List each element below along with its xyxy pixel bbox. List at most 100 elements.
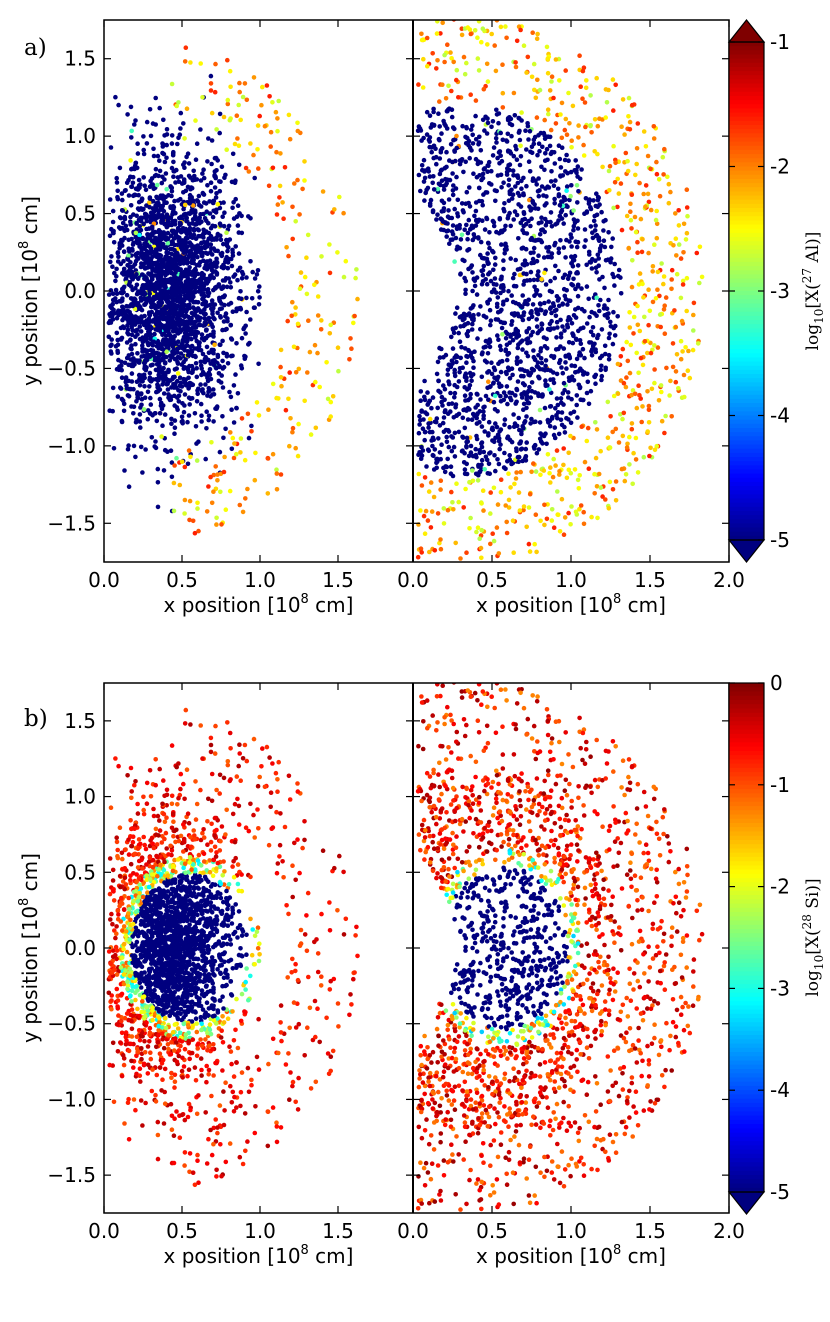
data-point xyxy=(498,427,504,432)
data-point xyxy=(168,310,174,315)
data-point xyxy=(549,518,555,523)
data-point xyxy=(536,193,542,199)
data-point xyxy=(443,464,449,469)
data-point xyxy=(575,200,580,205)
data-point xyxy=(581,521,587,527)
data-point xyxy=(233,372,238,377)
data-point xyxy=(447,382,452,387)
data-point xyxy=(531,461,536,466)
data-point xyxy=(586,296,591,302)
data-point xyxy=(229,263,235,269)
data-point xyxy=(542,300,547,306)
data-point xyxy=(133,341,138,347)
data-point xyxy=(467,227,473,232)
data-point xyxy=(146,260,151,265)
data-point xyxy=(441,506,447,511)
data-point xyxy=(204,426,209,431)
data-point xyxy=(246,342,251,347)
data-point xyxy=(473,98,479,103)
data-point xyxy=(341,210,346,216)
data-point xyxy=(684,205,690,210)
data-point xyxy=(655,269,661,275)
data-point xyxy=(502,417,508,422)
data-point xyxy=(211,246,217,251)
data-point xyxy=(500,332,505,337)
data-point xyxy=(499,307,504,313)
data-point xyxy=(290,204,295,210)
data-point xyxy=(530,256,536,262)
data-point xyxy=(124,292,130,298)
data-point xyxy=(542,203,548,208)
data-point xyxy=(328,399,334,405)
data-point xyxy=(260,84,265,90)
data-point xyxy=(145,389,151,395)
data-point xyxy=(583,124,588,130)
data-point xyxy=(542,216,548,222)
data-point xyxy=(114,180,120,185)
data-point xyxy=(214,272,220,277)
data-point xyxy=(491,145,497,150)
data-point xyxy=(522,301,527,307)
data-point xyxy=(634,161,639,167)
data-point xyxy=(240,94,246,100)
data-point xyxy=(107,197,113,202)
data-point xyxy=(542,270,547,276)
data-point xyxy=(427,144,433,150)
data-point xyxy=(494,112,500,117)
data-point xyxy=(536,269,541,274)
data-point xyxy=(558,417,564,423)
data-point xyxy=(592,228,598,233)
data-point xyxy=(557,529,563,534)
data-point xyxy=(169,421,174,427)
data-point xyxy=(514,386,519,392)
data-point xyxy=(564,288,569,293)
data-point xyxy=(163,333,169,339)
data-point xyxy=(353,275,358,281)
data-point xyxy=(175,371,181,376)
data-point xyxy=(302,159,307,164)
data-point xyxy=(582,244,587,249)
data-point xyxy=(290,299,295,305)
data-point xyxy=(484,281,490,287)
data-point xyxy=(529,260,534,266)
data-point xyxy=(425,402,431,407)
data-point xyxy=(459,32,465,38)
data-point xyxy=(496,551,502,556)
data-point xyxy=(593,347,598,352)
data-point xyxy=(499,325,505,331)
data-point xyxy=(191,168,196,174)
data-point xyxy=(279,383,284,389)
data-point xyxy=(629,426,635,432)
data-point xyxy=(507,210,512,216)
data-point xyxy=(650,264,656,269)
data-point xyxy=(424,132,430,137)
data-point xyxy=(631,450,636,456)
data-point xyxy=(187,201,192,206)
data-point xyxy=(183,45,189,50)
data-point xyxy=(446,362,452,368)
data-point xyxy=(481,263,487,269)
data-point xyxy=(118,385,123,391)
data-point xyxy=(171,159,176,165)
data-point xyxy=(547,88,553,93)
data-point xyxy=(189,260,195,266)
data-point xyxy=(594,212,600,218)
data-point xyxy=(574,356,580,362)
data-point xyxy=(572,253,578,259)
data-point xyxy=(443,220,449,226)
data-point xyxy=(156,228,162,233)
data-point xyxy=(690,347,696,353)
data-point xyxy=(502,251,508,256)
data-point xyxy=(539,184,545,189)
data-point xyxy=(183,211,188,217)
data-point xyxy=(535,311,541,317)
data-point xyxy=(475,336,480,341)
data-point xyxy=(154,418,160,424)
data-point xyxy=(481,449,487,455)
data-point xyxy=(468,443,474,449)
data-point xyxy=(236,143,242,148)
data-point xyxy=(486,419,492,425)
data-point xyxy=(304,255,309,260)
data-point xyxy=(217,111,223,117)
data-point xyxy=(277,195,282,200)
